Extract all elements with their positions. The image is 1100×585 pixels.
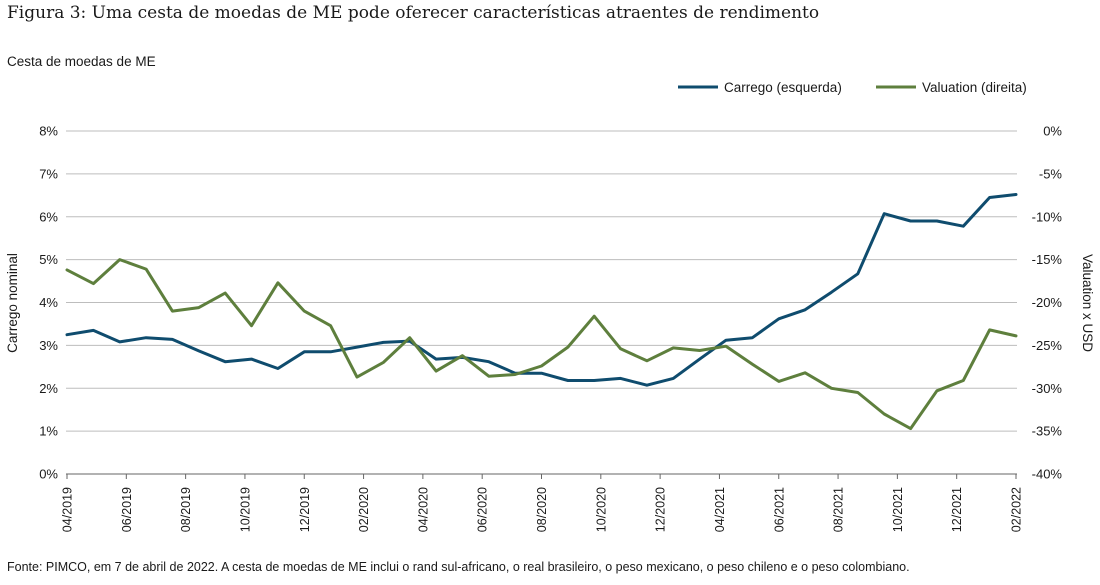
x-tick-label: 10/2020 [594, 487, 608, 532]
legend-label-valuation: Valuation (direita) [922, 80, 1027, 95]
x-tick-label: 04/2020 [416, 487, 430, 532]
left-tick-label: 8% [39, 124, 58, 139]
x-tick-label: 04/2019 [61, 487, 75, 532]
x-tick-label: 08/2019 [179, 487, 193, 532]
left-tick-label: 5% [39, 252, 58, 267]
right-tick-label: -35% [1032, 424, 1063, 439]
x-tick-label: 08/2020 [535, 487, 549, 532]
figure-title: Figura 3: Uma cesta de moedas de ME pode… [7, 3, 820, 23]
series-lines [65, 193, 1018, 431]
right-tick-label: -25% [1032, 338, 1063, 353]
left-tick-label: 7% [39, 166, 58, 181]
x-tick-label: 02/2020 [357, 487, 371, 532]
x-tick-label: 12/2019 [298, 487, 312, 532]
right-tick-label: -40% [1032, 467, 1063, 482]
x-tick-label: 06/2020 [476, 487, 490, 532]
right-tick-label: -30% [1032, 381, 1063, 396]
series-line-carrego [65, 193, 1018, 387]
x-axis-tick-labels: 04/2019 06/2019 08/2019 10/2019 12/2019 02/20… [61, 474, 1024, 532]
x-tick-label: 12/2021 [950, 487, 964, 532]
right-axis-label: Valuation x USD [1080, 254, 1095, 352]
left-tick-label: 1% [39, 424, 58, 439]
right-tick-label: -15% [1032, 252, 1063, 267]
left-axis-tick-labels: 0% 1% 2% 3% 4% 5% 6% 7% 8% [39, 124, 58, 482]
right-tick-label: -10% [1032, 209, 1063, 224]
left-tick-label: 2% [39, 381, 58, 396]
left-tick-label: 6% [39, 209, 58, 224]
right-tick-label: -20% [1032, 295, 1063, 310]
grid-lines [66, 130, 1017, 475]
right-axis-tick-labels: -40% -35% -30% -25% -20% -15% -10% -5% 0% [1032, 124, 1063, 482]
right-tick-label: -5% [1039, 166, 1063, 181]
x-tick-label: 08/2021 [832, 487, 846, 532]
x-tick-label: 02/2022 [1010, 487, 1024, 532]
x-tick-label: 06/2019 [120, 487, 134, 532]
right-tick-label: 0% [1043, 124, 1062, 139]
left-tick-label: 0% [39, 467, 58, 482]
left-axis-label: Carrego nominal [5, 253, 20, 353]
x-tick-label: 10/2019 [238, 487, 252, 532]
x-tick-label: 12/2020 [654, 487, 668, 532]
legend: Carrego (esquerda) Valuation (direita) [678, 80, 1027, 95]
x-tick-label: 04/2021 [713, 487, 727, 532]
figure-subtitle: Cesta de moedas de ME [7, 54, 156, 69]
left-tick-label: 3% [39, 338, 58, 353]
legend-label-carrego: Carrego (esquerda) [724, 80, 842, 95]
left-tick-label: 4% [39, 295, 58, 310]
series-line-valuation [65, 258, 1018, 431]
figure-source-note: Fonte: PIMCO, em 7 de abril de 2022. A c… [7, 560, 910, 574]
x-tick-label: 10/2021 [891, 487, 905, 532]
x-tick-label: 06/2021 [772, 487, 786, 532]
